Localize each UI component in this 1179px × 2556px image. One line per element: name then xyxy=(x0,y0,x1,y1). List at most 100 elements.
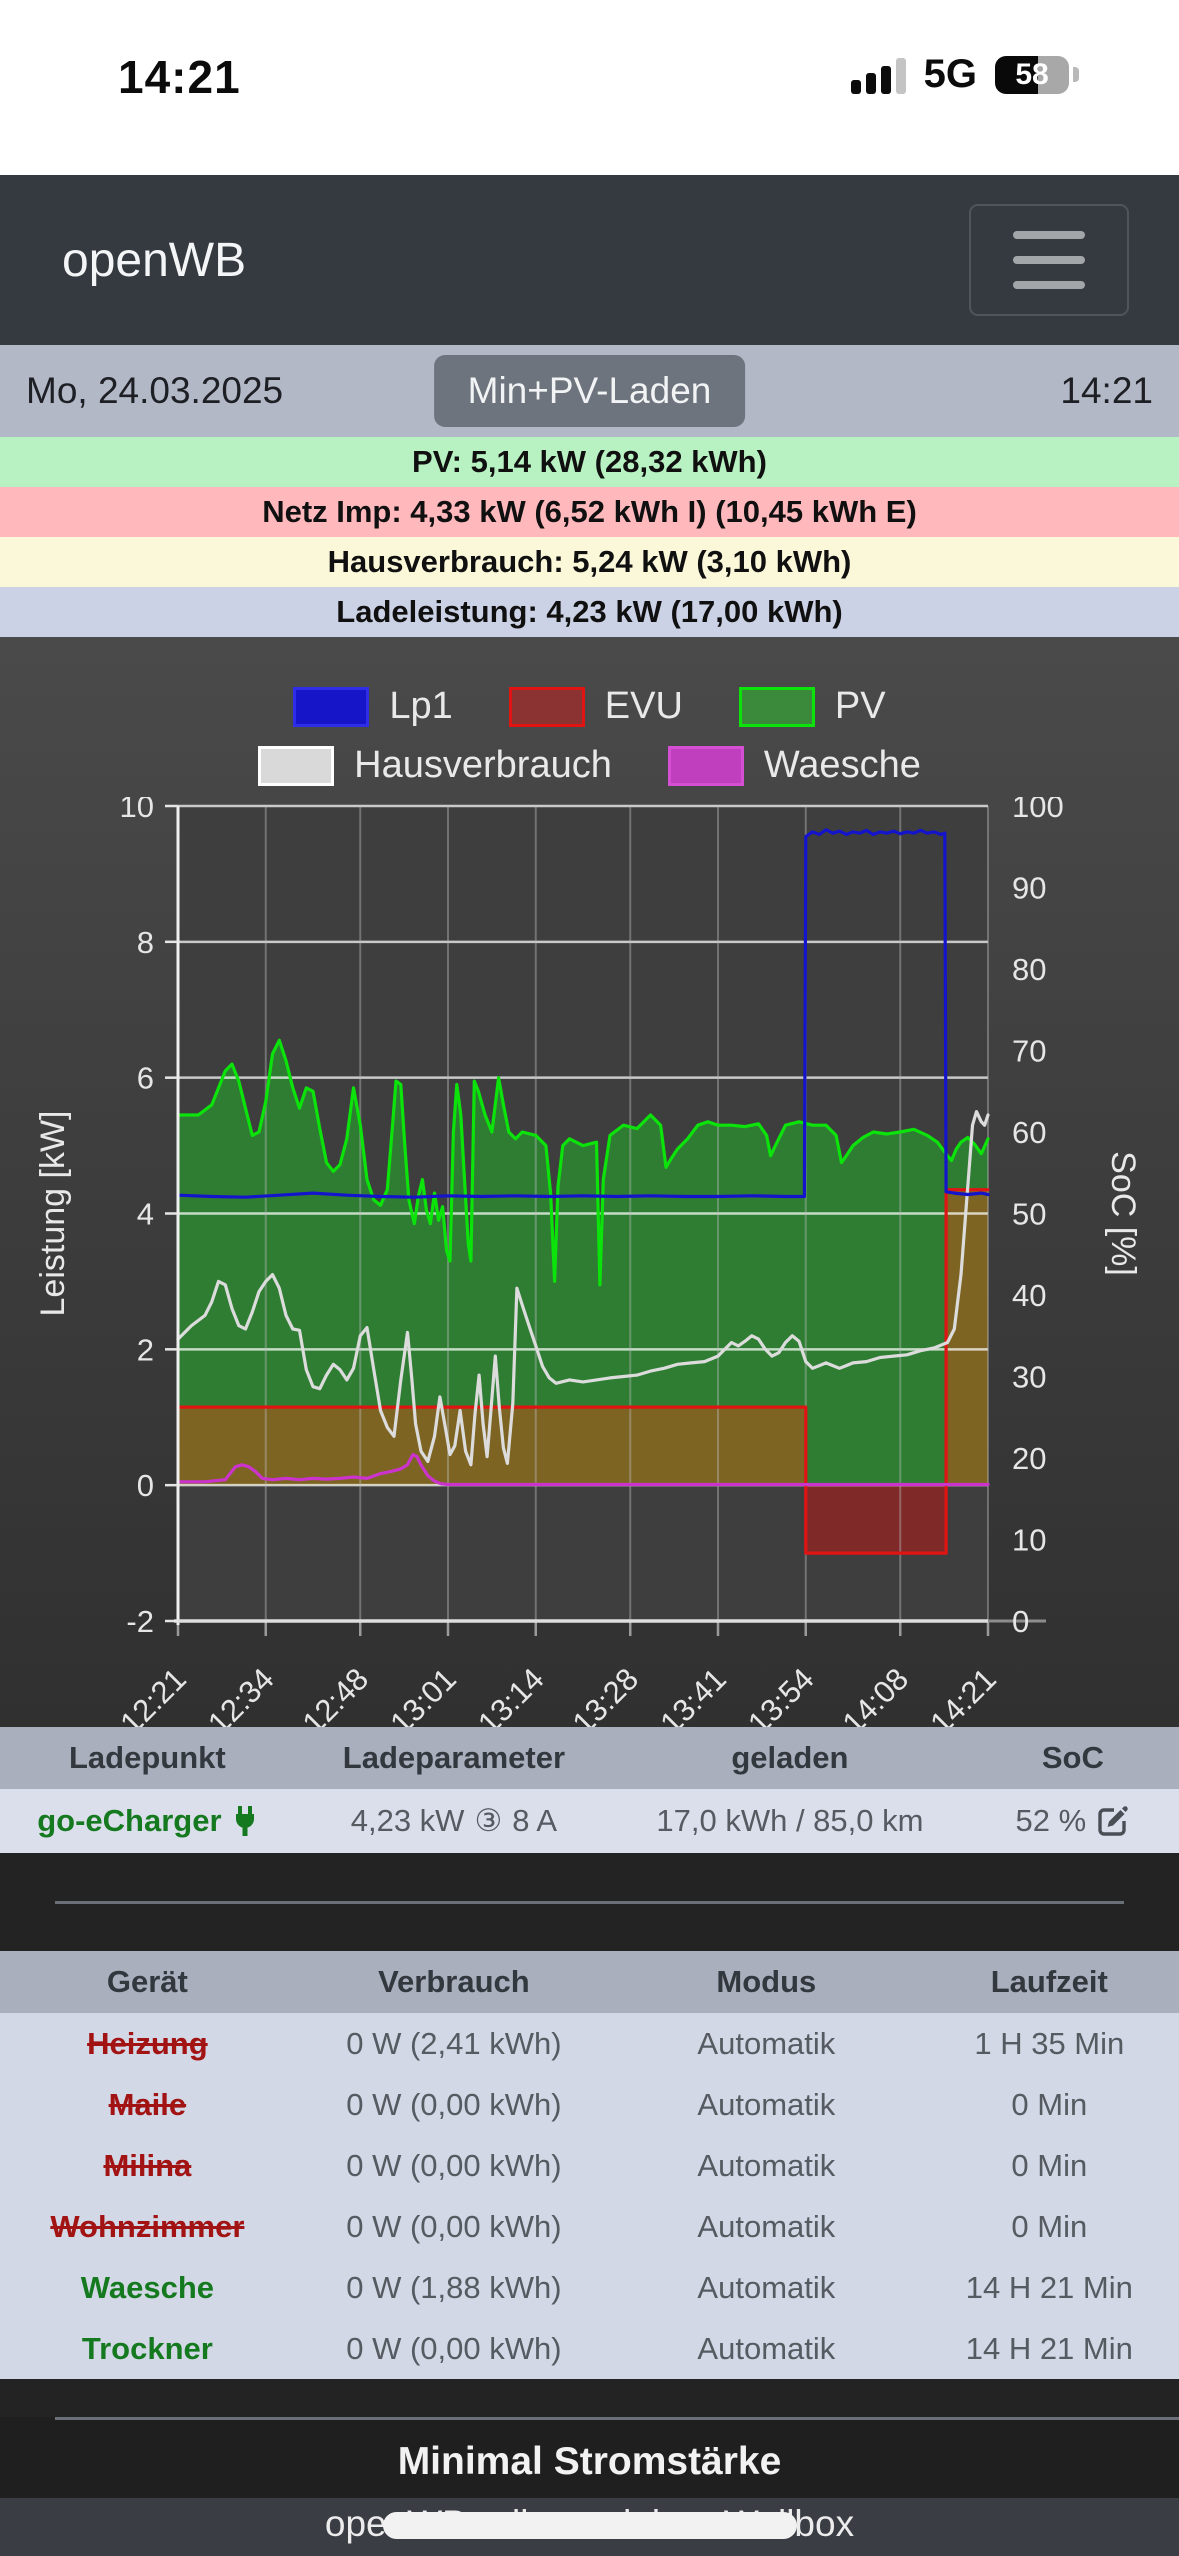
legend-swatch xyxy=(738,686,815,727)
legend-item-hausverbrauch: Hausverbrauch xyxy=(258,744,612,787)
svg-text:10: 10 xyxy=(120,797,154,824)
svg-text:40: 40 xyxy=(1012,1278,1046,1313)
svg-text:100: 100 xyxy=(1012,797,1064,824)
device-name[interactable]: Heizung xyxy=(87,2025,208,2061)
svg-text:80: 80 xyxy=(1012,952,1046,987)
legend-label: PV xyxy=(834,685,886,727)
svg-text:8: 8 xyxy=(137,925,154,960)
device-name[interactable]: Trockner xyxy=(81,2330,213,2366)
device-name[interactable]: Wohnzimmer xyxy=(50,2208,245,2244)
svg-text:SoC [%]: SoC [%] xyxy=(1104,1151,1142,1276)
chargepoint-table-header: Ladepunkt Ladeparameter geladen SoC xyxy=(0,1727,1179,1789)
svg-text:0: 0 xyxy=(137,1468,154,1503)
cellular-signal-icon xyxy=(850,56,906,94)
device-consumption: 0 W (0,00 kWh) xyxy=(346,2086,562,2122)
house-summary-bar: Hausverbrauch: 5,24 kW (3,10 kWh) xyxy=(0,537,1179,587)
home-indicator xyxy=(383,2512,797,2539)
svg-text:14:21: 14:21 xyxy=(923,1661,1003,1727)
svg-text:12:34: 12:34 xyxy=(201,1661,281,1727)
device-consumption: 0 W (2,41 kWh) xyxy=(346,2025,562,2061)
svg-text:60: 60 xyxy=(1012,1115,1046,1150)
svg-text:13:01: 13:01 xyxy=(383,1661,463,1727)
device-runtime: 0 Min xyxy=(1011,2147,1088,2183)
device-consumption: 0 W (0,00 kWh) xyxy=(346,2330,562,2366)
svg-text:13:41: 13:41 xyxy=(653,1661,733,1727)
device-row-heizung: Heizung 0 W (2,41 kWh) Automatik 1 H 35 … xyxy=(0,2013,1179,2074)
svg-text:2: 2 xyxy=(137,1332,154,1367)
svg-text:10: 10 xyxy=(1012,1523,1046,1558)
edit-soc-icon[interactable] xyxy=(1096,1804,1130,1838)
svg-text:90: 90 xyxy=(1012,871,1046,906)
svg-text:20: 20 xyxy=(1012,1441,1046,1476)
svg-text:70: 70 xyxy=(1012,1034,1046,1069)
svg-text:12:21: 12:21 xyxy=(113,1661,193,1727)
device-name[interactable]: Waesche xyxy=(80,2269,214,2305)
grid-summary-bar: Netz Imp: 4,33 kW (6,52 kWh I) (10,45 kW… xyxy=(0,487,1179,537)
legend-swatch xyxy=(258,745,335,786)
divider-line xyxy=(55,1900,1124,1904)
minimal-current-title: Minimal Stromstärke xyxy=(397,2440,782,2483)
device-mode: Automatik xyxy=(697,2086,836,2122)
legend-label: Waesche xyxy=(763,744,921,786)
device-mode: Automatik xyxy=(697,2269,836,2305)
legend-item-pv: PV xyxy=(738,685,886,728)
app-header: openWB xyxy=(0,175,1179,345)
device-mode: Automatik xyxy=(697,2147,836,2183)
chargepoint-name[interactable]: go-eCharger xyxy=(0,1803,295,1839)
svg-text:13:14: 13:14 xyxy=(471,1661,551,1727)
device-runtime: 14 H 21 Min xyxy=(965,2330,1133,2366)
svg-text:12:48: 12:48 xyxy=(296,1661,376,1727)
device-runtime: 0 Min xyxy=(1011,2208,1088,2244)
device-consumption: 0 W (0,00 kWh) xyxy=(346,2147,562,2183)
legend-swatch xyxy=(667,745,744,786)
device-row-wohnzimmer: Wohnzimmer 0 W (0,00 kWh) Automatik 0 Mi… xyxy=(0,2196,1179,2257)
svg-text:13:54: 13:54 xyxy=(741,1661,821,1727)
device-name[interactable]: Milina xyxy=(103,2147,192,2183)
svg-text:14:08: 14:08 xyxy=(836,1661,916,1727)
ios-status-bar: 14:21 5G 58 xyxy=(0,0,1179,175)
date-bar: Mo, 24.03.2025 Min+PV-Laden 14:21 xyxy=(0,345,1179,437)
svg-text:Leistung [kW]: Leistung [kW] xyxy=(34,1111,72,1317)
device-mode: Automatik xyxy=(697,2025,836,2061)
device-mode: Automatik xyxy=(697,2330,836,2366)
device-name[interactable]: Maile xyxy=(108,2086,187,2122)
plug-icon xyxy=(235,1806,254,1836)
hamburger-icon xyxy=(1013,231,1085,239)
device-row-milina: Milina 0 W (0,00 kWh) Automatik 0 Min xyxy=(0,2135,1179,2196)
device-runtime: 14 H 21 Min xyxy=(965,2269,1133,2305)
charge-summary-bar: Ladeleistung: 4,23 kW (17,00 kWh) xyxy=(0,587,1179,637)
status-time: 14:21 xyxy=(118,51,241,103)
legend-label: EVU xyxy=(604,685,683,727)
svg-text:50: 50 xyxy=(1012,1197,1046,1232)
svg-text:4: 4 xyxy=(137,1197,154,1232)
device-runtime: 1 H 35 Min xyxy=(974,2025,1125,2061)
charge-parameters: 4,23 kW ③ 8 A xyxy=(350,1803,558,1838)
device-runtime: 0 Min xyxy=(1011,2086,1088,2122)
legend-item-lp1: Lp1 xyxy=(293,685,453,728)
svg-text:6: 6 xyxy=(137,1061,154,1096)
network-type-label: 5G xyxy=(923,52,977,96)
svg-text:-2: -2 xyxy=(126,1604,154,1639)
chart-legend: Lp1 EVU PV Hausverbrauch Waesche xyxy=(0,637,1179,797)
battery-percent: 58 xyxy=(1015,57,1049,91)
device-row-waesche: Waesche 0 W (1,88 kWh) Automatik 14 H 21… xyxy=(0,2257,1179,2318)
svg-text:0: 0 xyxy=(1012,1604,1029,1639)
divider-line xyxy=(55,2417,1179,2420)
device-row-maile: Maile 0 W (0,00 kWh) Automatik 0 Min xyxy=(0,2074,1179,2135)
app-title: openWB xyxy=(62,233,247,287)
devices-table-header: Gerät Verbrauch Modus Laufzeit xyxy=(0,1951,1179,2013)
charge-mode-button[interactable]: Min+PV-Laden xyxy=(433,355,746,427)
svg-text:30: 30 xyxy=(1012,1360,1046,1395)
three-phase-icon: ③ xyxy=(474,1803,503,1838)
legend-swatch xyxy=(508,686,585,727)
charged-amount: 17,0 kWh / 85,0 km xyxy=(656,1803,924,1838)
menu-toggle-button[interactable] xyxy=(969,204,1129,316)
device-mode: Automatik xyxy=(697,2208,836,2244)
device-row-trockner: Trockner 0 W (0,00 kWh) Automatik 14 H 2… xyxy=(0,2318,1179,2379)
battery-nub xyxy=(1073,67,1079,82)
power-chart-section: Lp1 EVU PV Hausverbrauch Waesche 10 8 6 4 2 0 -2 10… xyxy=(0,637,1179,1727)
current-date: Mo, 24.03.2025 xyxy=(26,370,284,411)
legend-item-evu: EVU xyxy=(508,685,683,728)
section-divider-area xyxy=(0,1853,1179,1951)
